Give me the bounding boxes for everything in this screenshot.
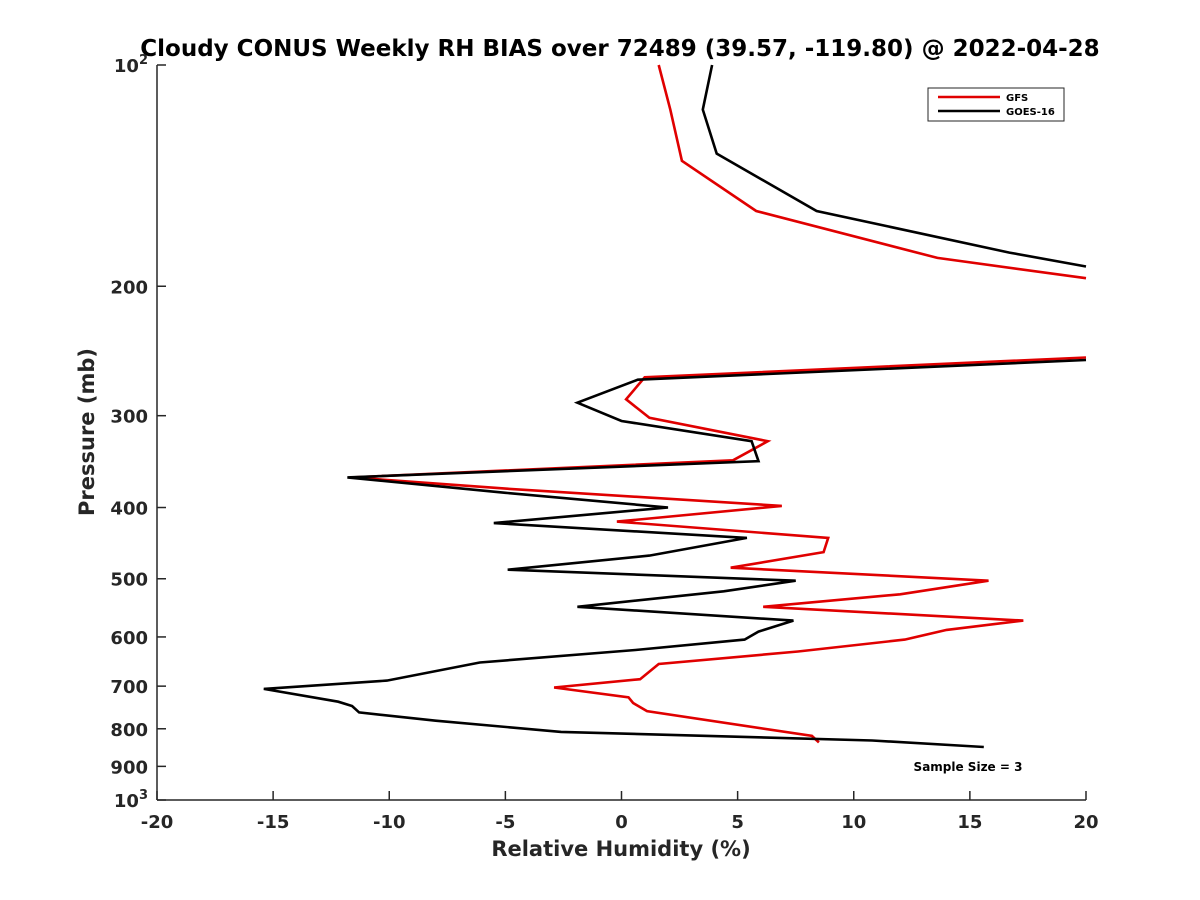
y-tick-label: 600	[110, 628, 148, 649]
x-tick-label: -5	[495, 812, 515, 833]
x-tick-label: 5	[731, 812, 744, 833]
x-tick-label: -10	[373, 812, 406, 833]
y-tick-label: 800	[110, 720, 148, 741]
x-axis-ticks: -20 -15 -10 -5 0 5 10 15 20	[141, 791, 1099, 833]
y-tick-label: 900	[110, 757, 148, 778]
y-tick-label: 500	[110, 570, 148, 591]
series-line-gfs	[352, 64, 1087, 744]
y-tick-label: 700	[110, 677, 148, 698]
series-line-goes-16	[263, 64, 1087, 749]
x-tick-label: -20	[141, 812, 174, 833]
y-tick-label-base: 10	[114, 56, 139, 77]
y-tick-label: 102	[114, 53, 148, 77]
x-tick-label: -15	[257, 812, 290, 833]
legend-label-gfs: GFS	[1006, 93, 1028, 104]
legend-box	[927, 87, 1065, 122]
x-tick-label: 10	[841, 812, 866, 833]
x-tick-label: 20	[1073, 812, 1098, 833]
chart-title: Cloudy CONUS Weekly RH BIAS over 72489 (…	[140, 36, 1099, 62]
x-tick-label: 15	[957, 812, 982, 833]
legend-label-goes-16: GOES-16	[1006, 107, 1055, 118]
series-layer	[263, 64, 1087, 749]
y-tick-label-exponent: 3	[139, 788, 148, 803]
sample-size-annotation: Sample Size = 3	[914, 760, 1023, 774]
y-tick-label: 200	[110, 277, 148, 298]
y-axis-label: Pressure (mb)	[75, 348, 99, 516]
chart-legend: GFS GOES-16	[927, 87, 1065, 122]
x-tick-label: 0	[615, 812, 628, 833]
y-tick-label-exponent: 2	[139, 53, 148, 68]
y-tick-label: 300	[110, 407, 148, 428]
plot-area	[156, 65, 1086, 801]
y-tick-label: 103	[114, 788, 148, 812]
y-tick-label: 400	[110, 499, 148, 520]
y-tick-label-base: 10	[114, 791, 139, 812]
x-axis-label: Relative Humidity (%)	[491, 837, 750, 861]
